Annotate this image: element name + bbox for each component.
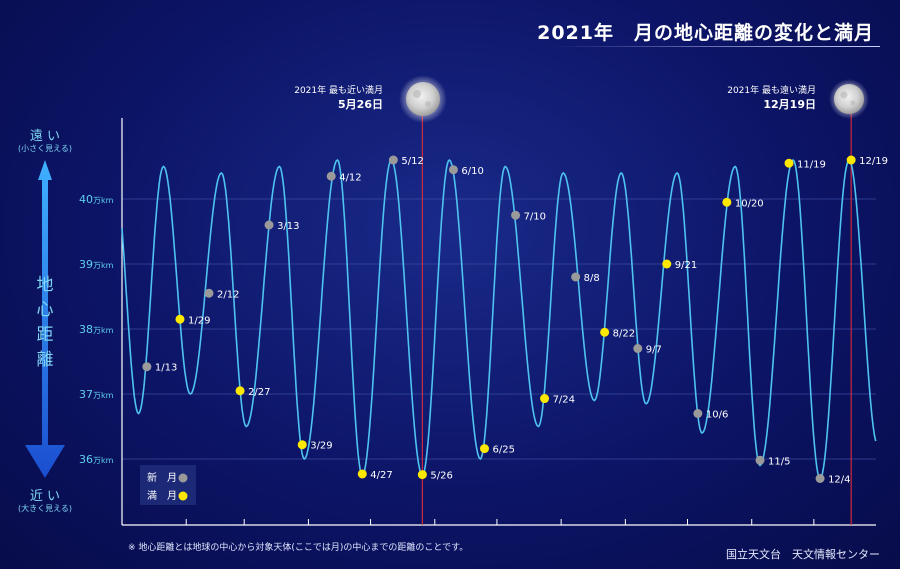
y-tick-label-36: 36万km — [79, 453, 114, 466]
y-tick-labels: 36万km 37万km 38万km 39万km 40万km — [79, 193, 114, 466]
full-moon-label-2-27: 2/27 — [248, 387, 270, 398]
new-moon-label-10-6: 10/6 — [706, 410, 728, 421]
near-sub-label: (大きく見える) — [18, 503, 72, 513]
legend-full-moon-label: 満 月 — [147, 490, 177, 502]
full-moon-point-3-29 — [297, 440, 307, 450]
moon-crater-3 — [840, 91, 848, 99]
new-moon-point-1-13 — [142, 362, 152, 372]
new-moon-label-4-12: 4/12 — [339, 172, 361, 183]
moon-icon-farthest — [834, 84, 864, 114]
new-moon-point-6-10 — [448, 165, 458, 175]
moon-crater-2 — [425, 101, 431, 107]
full-moon-label-10-20: 10/20 — [735, 198, 764, 209]
new-moon-label-8-8: 8/8 — [584, 273, 600, 284]
full-moon-point-10-20 — [722, 197, 732, 207]
new-moon-label-5-12: 5/12 — [401, 156, 423, 167]
new-moon-point-4-12 — [326, 171, 336, 181]
distance-arrow — [25, 160, 65, 478]
new-moon-point-5-12 — [388, 155, 398, 165]
full-moon-point-11-19 — [784, 158, 794, 168]
moon-crater-4 — [850, 100, 856, 106]
page-title: 2021年 月の地心距離の変化と満月 — [537, 22, 874, 44]
full-moon-label-1-29: 1/29 — [188, 315, 210, 326]
far-sub-label: (小さく見える) — [18, 144, 72, 153]
new-moon-point-8-8 — [571, 272, 581, 282]
new-moon-label-11-5: 11/5 — [768, 456, 790, 467]
new-moon-label-7-10: 7/10 — [524, 211, 546, 222]
new-moon-point-7-10 — [511, 210, 521, 220]
annotation-closest-line1: 2021年 最も近い満月 — [294, 84, 383, 96]
full-moon-label-4-27: 4/27 — [370, 470, 392, 481]
full-moon-point-5-26 — [417, 470, 427, 480]
legend-full-moon-marker — [178, 491, 188, 501]
full-moon-label-5-26: 5/26 — [430, 471, 452, 482]
new-moon-point-9-7 — [633, 344, 643, 353]
full-moon-label-12-19: 12/19 — [859, 156, 888, 167]
vertical-label-3: 距 — [37, 325, 54, 345]
full-moon-point-12-19 — [846, 155, 856, 165]
month-ticks — [121, 519, 815, 525]
full-moon-point-4-27 — [357, 469, 367, 479]
moon-icon-closest — [406, 82, 440, 116]
new-moon-point-11-5 — [755, 455, 765, 465]
annotation-closest-line2: 5月26日 — [338, 98, 383, 111]
new-moon-label-3-13: 3/13 — [277, 221, 299, 232]
new-moon-label-9-7: 9/7 — [646, 345, 662, 356]
annotation-farthest: 2021年 最も遠い満月 12月19日 — [727, 79, 869, 119]
new-moon-label-12-4: 12/4 — [828, 475, 850, 486]
y-tick-label-39: 39万km — [79, 258, 114, 271]
full-moon-point-1-29 — [175, 314, 185, 324]
legend-new-moon-marker — [178, 473, 188, 483]
full-moon-label-9-21: 9/21 — [675, 260, 697, 271]
far-label: 遠 い — [30, 129, 60, 144]
annotation-farthest-line1: 2021年 最も遠い満月 — [727, 84, 816, 96]
new-moon-point-3-13 — [264, 220, 274, 230]
y-tick-label-40: 40万km — [79, 193, 114, 206]
vertical-label-4: 離 — [37, 350, 54, 370]
full-moon-point-8-22 — [600, 327, 610, 337]
full-moon-label-11-19: 11/19 — [797, 159, 826, 170]
footnote: ※ 地心距離とは地球の中心から対象天体(ここでは月)の中心までの距離のことです。 — [128, 543, 469, 553]
full-moon-label-6-25: 6/25 — [493, 445, 515, 456]
moon-crater-1 — [413, 90, 421, 98]
new-moon-label-6-10: 6/10 — [461, 166, 483, 177]
legend-new-moon-label: 新 月 — [147, 471, 177, 484]
moon-points: 1/13 2/12 3/13 4/12 5/12 6/10 7/10 8/8 9/7 10/6 11… — [142, 155, 888, 486]
credit: 国立天文台 天文情報センター — [726, 548, 880, 561]
full-moon-point-2-27 — [235, 386, 245, 396]
new-moon-point-2-12 — [204, 288, 214, 298]
y-tick-label-37: 37万km — [79, 388, 114, 401]
grid-lines — [122, 198, 876, 460]
annotation-closest: 2021年 最も近い満月 5月26日 — [294, 75, 447, 123]
full-moon-point-7-24 — [540, 394, 550, 404]
new-moon-label-1-13: 1/13 — [155, 363, 177, 374]
annotation-lines — [421, 110, 852, 525]
new-moon-point-12-4 — [815, 474, 825, 483]
vertical-label-2: 心 — [37, 300, 54, 320]
y-tick-label-38: 38万km — [79, 323, 114, 336]
vertical-label-1: 地 — [37, 275, 54, 295]
full-moon-label-3-29: 3/29 — [310, 441, 332, 452]
full-moon-label-7-24: 7/24 — [553, 395, 575, 406]
full-moon-point-9-21 — [662, 259, 672, 269]
legend: 新 月 満 月 — [140, 465, 196, 505]
new-moon-point-10-6 — [693, 409, 703, 418]
full-moon-point-6-25 — [480, 444, 489, 454]
near-label: 近 い — [30, 489, 60, 504]
full-moon-label-8-22: 8/22 — [613, 328, 635, 339]
new-moon-label-2-12: 2/12 — [217, 289, 239, 300]
title-rule — [550, 46, 880, 47]
annotation-farthest-line2: 12月19日 — [763, 98, 816, 111]
